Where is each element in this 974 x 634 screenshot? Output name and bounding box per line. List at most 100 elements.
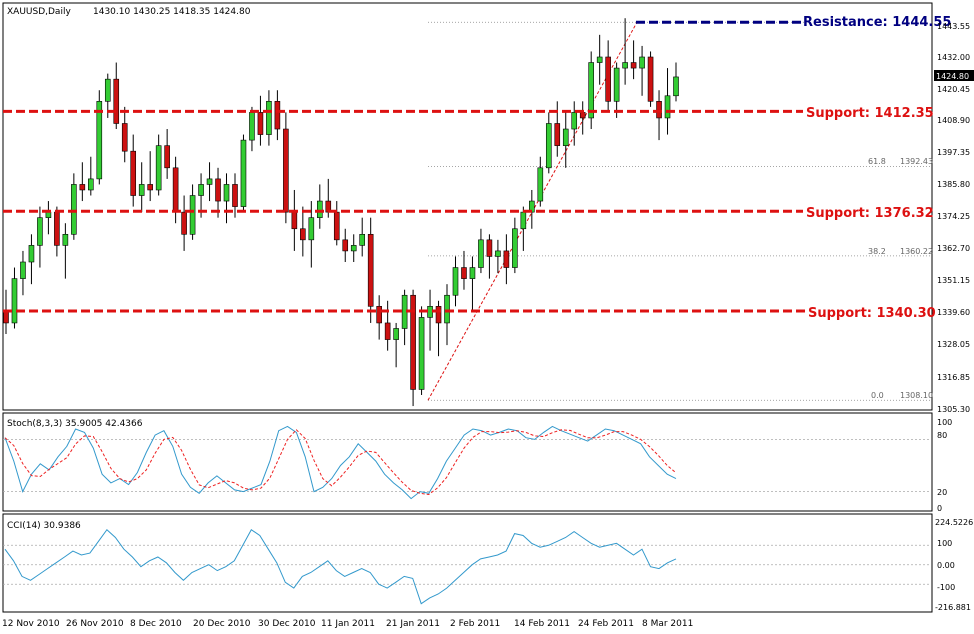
candle-body xyxy=(571,112,578,130)
price-axis: 1443.55 1432.00 1420.45 1408.90 1397.35 … xyxy=(937,22,970,414)
candle-body xyxy=(274,101,281,130)
candle-body xyxy=(20,261,26,279)
time-tick: 2 Feb 2011 xyxy=(450,619,500,629)
time-tick: 14 Feb 2011 xyxy=(514,619,570,629)
time-tick: 11 Jan 2011 xyxy=(321,619,375,629)
stoch-tick: 20 xyxy=(937,488,947,497)
candle-body xyxy=(45,211,52,218)
candle-body xyxy=(444,294,450,324)
candle-body xyxy=(104,78,111,102)
candle-body xyxy=(130,150,137,196)
stoch-tick: 80 xyxy=(937,431,947,440)
candle-body xyxy=(223,184,230,202)
candle-body xyxy=(579,112,586,119)
candle-body xyxy=(630,62,637,69)
stoch-main-line xyxy=(4,425,677,500)
cci-tick: 224.5226 xyxy=(935,518,973,527)
price-tick: 1328.05 xyxy=(937,340,970,349)
time-tick: 12 Nov 2010 xyxy=(2,619,60,629)
candle-body xyxy=(393,328,399,340)
candle-body xyxy=(452,267,459,296)
candle-body xyxy=(478,239,484,268)
candle-body xyxy=(11,278,18,324)
stoch-tick: 100 xyxy=(937,418,952,427)
candle-body xyxy=(215,178,221,202)
candle-body xyxy=(181,211,187,235)
candle-body xyxy=(189,195,196,235)
cci-tick: 100 xyxy=(937,539,952,548)
main-chart-panel[interactable] xyxy=(2,2,933,411)
candle-body xyxy=(342,239,349,252)
price-tick: 1397.35 xyxy=(937,148,970,157)
candle-body xyxy=(138,184,145,196)
candle-body xyxy=(469,267,476,279)
time-axis: 12 Nov 2010 26 Nov 2010 8 Dec 2010 20 De… xyxy=(2,619,693,629)
fibo-618-label: 61.8 xyxy=(868,157,886,166)
support-label-1376: Support: 1376.32 xyxy=(806,206,934,221)
time-tick: 21 Jan 2011 xyxy=(386,619,440,629)
fibo-0-label: 0.0 xyxy=(871,391,884,400)
candle-body xyxy=(554,123,561,146)
candle-body xyxy=(520,211,527,230)
time-tick: 30 Dec 2010 xyxy=(258,619,316,629)
time-tick: 24 Feb 2011 xyxy=(578,619,634,629)
candle-body xyxy=(613,67,620,102)
candle-body xyxy=(266,101,272,135)
stoch-panel[interactable] xyxy=(2,412,933,512)
candle-body xyxy=(62,233,69,246)
candle-body xyxy=(545,123,552,169)
candle-body xyxy=(622,62,628,69)
cci-tick: 0.00 xyxy=(937,561,955,570)
candle-body xyxy=(384,322,391,340)
candle-body xyxy=(113,78,120,124)
price-tick: 1443.55 xyxy=(937,22,970,31)
stoch-signal-line xyxy=(4,429,677,496)
candle-body xyxy=(28,245,35,263)
time-tick: 8 Dec 2010 xyxy=(130,619,182,629)
cci-tick: -100 xyxy=(937,583,955,592)
candle-body xyxy=(88,178,94,191)
cci-panel[interactable] xyxy=(2,513,933,613)
candle-body xyxy=(588,62,594,119)
candle-body xyxy=(647,56,654,102)
candle-body xyxy=(3,311,9,324)
candle-body xyxy=(359,233,366,246)
ohlc-readout: 1430.10 1430.25 1418.35 1424.80 xyxy=(93,7,251,17)
fibo-382-label: 38.2 xyxy=(868,247,886,256)
fibo-0-value: 1308.10 xyxy=(900,391,933,400)
candle-body xyxy=(316,200,323,218)
candle-body xyxy=(308,217,315,241)
candle-body xyxy=(121,123,128,152)
candle-body xyxy=(605,56,611,102)
time-tick: 20 Dec 2010 xyxy=(193,619,251,629)
price-tick: 1374.25 xyxy=(937,212,970,221)
price-tick: 1305.30 xyxy=(937,405,970,414)
candle-body xyxy=(435,306,442,324)
candle-body xyxy=(257,112,264,135)
candle-body xyxy=(537,167,544,202)
price-tick: 1362.70 xyxy=(937,244,970,253)
support-label-1340: Support: 1340.30 xyxy=(808,306,936,321)
candle-body xyxy=(656,101,662,119)
price-tick: 1351.15 xyxy=(937,276,970,285)
candle-body xyxy=(96,101,103,180)
candle-body xyxy=(562,128,569,146)
candle-body xyxy=(664,95,671,119)
stoch-label: Stoch(8,3,3) 35.9005 42.4366 xyxy=(7,419,143,429)
stoch-tick: 0 xyxy=(937,504,942,513)
cci-tick: -216.881 xyxy=(935,603,971,612)
candle-body xyxy=(367,233,374,307)
price-tick: 1339.60 xyxy=(937,308,970,317)
candle-body xyxy=(512,228,518,268)
candle-body xyxy=(291,211,298,230)
support-label-1412: Support: 1412.35 xyxy=(806,106,934,121)
candle-body xyxy=(54,211,60,246)
candle-body xyxy=(673,76,679,97)
candle-body xyxy=(495,250,501,257)
candle-body xyxy=(37,217,43,246)
candle-body xyxy=(350,245,357,252)
candle-body xyxy=(283,128,289,213)
candle-body xyxy=(410,294,416,390)
candle-body xyxy=(79,184,86,191)
